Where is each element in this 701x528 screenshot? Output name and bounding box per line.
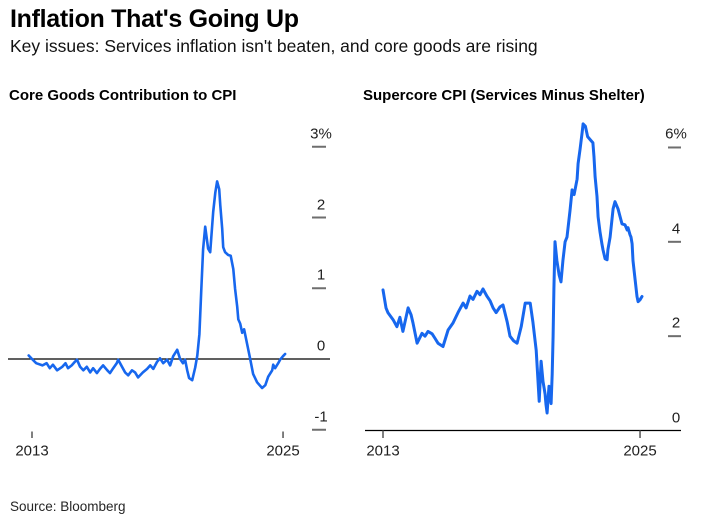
left-y-tick-label: 3%: [310, 125, 332, 143]
right-y-tick-label: 6%: [665, 125, 687, 143]
right-y-tick-label: 2: [671, 314, 681, 332]
left-x-tick-label: 2025: [266, 442, 300, 460]
right-y-tick-label: 4: [671, 220, 681, 238]
right-chart-title: Supercore CPI (Services Minus Shelter): [363, 87, 645, 104]
left-series-line: [27, 180, 287, 390]
left-x-tick-label: 2013: [15, 442, 49, 460]
left-y-tick-label: -1: [314, 408, 328, 426]
left-chart-title: Core Goods Contribution to CPI: [9, 87, 237, 104]
left-y-tick-label: 2: [316, 196, 326, 213]
right-x-tick-label: 2025: [623, 442, 657, 460]
right-series-line: [381, 122, 644, 415]
right-x-tick-label: 2013: [366, 442, 400, 460]
page-title: Inflation That's Going Up: [10, 5, 299, 33]
left-y-tick-label: 0: [316, 337, 326, 355]
left-y-tick-label: 1: [316, 266, 326, 284]
source-label: Source: Bloomberg: [10, 499, 126, 514]
page-subtitle: Key issues: Services inflation isn't bea…: [10, 36, 538, 56]
right-y-tick-label: 0: [671, 409, 681, 426]
